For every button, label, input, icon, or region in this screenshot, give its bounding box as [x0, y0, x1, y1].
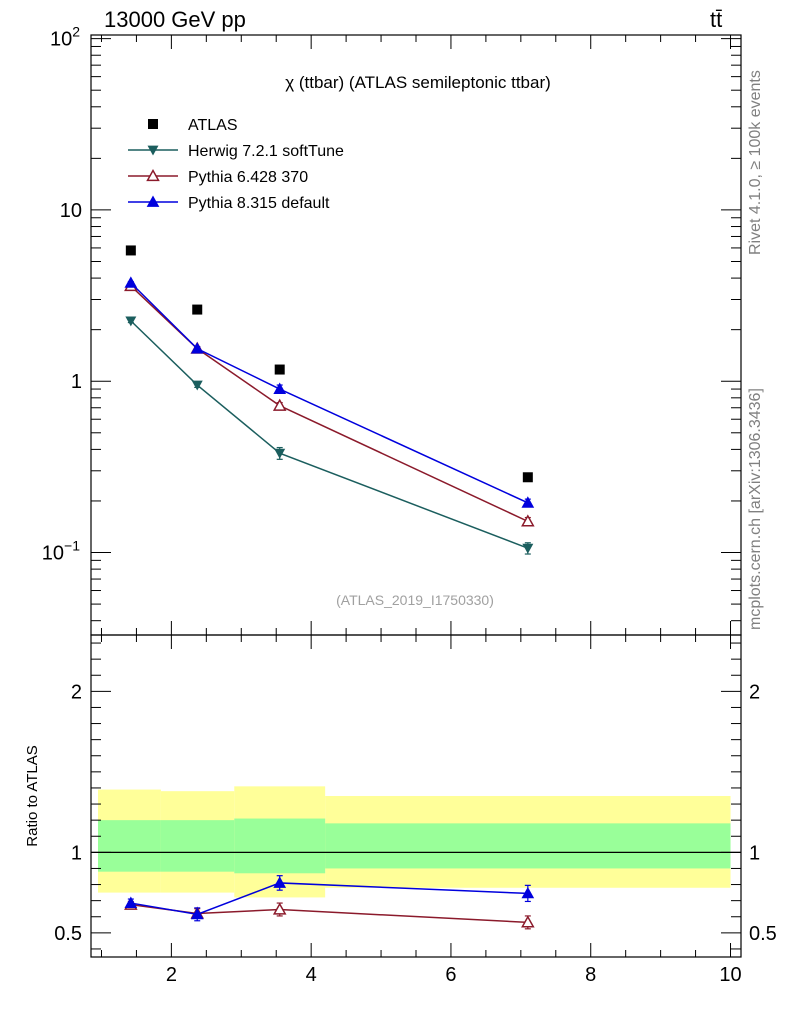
main-pythia-8-315-default-point [190, 342, 204, 354]
source-label: mcplots.cern.ch [arXiv:1306.3436] [747, 388, 764, 630]
tick-exponent: −1 [64, 538, 80, 554]
ratio-frame [90, 634, 742, 958]
ratio-x-tick-label: 6 [445, 964, 456, 986]
main-herwig-7-2-1-softtune-series [125, 316, 534, 555]
ratio-data-layer [124, 875, 535, 930]
main-atlas-point [125, 245, 136, 256]
ratio-x-tick-label: 2 [166, 964, 177, 986]
ratio-pythia-6-428-370-point [272, 902, 287, 915]
main-pythia-6-428-370-line [130, 285, 529, 523]
legend-marker [146, 195, 160, 207]
ratio-pythia-8-315-default-line [130, 882, 528, 916]
ratio-pythia-8-315-default-point [521, 886, 535, 899]
ratio-panel: 2 4 6 8 10 0.5 0.5 1 1 2 2 Ratio to ATLAS [24, 634, 777, 986]
main-atlas-point [192, 304, 203, 315]
ratio-x-tick-label: 10 [719, 964, 741, 986]
legend-label: ATLAS [188, 117, 238, 134]
rivet-version-label: Rivet 4.1.0, ≥ 100k events [747, 70, 764, 255]
main-atlas-point [522, 472, 533, 483]
main-herwig-7-2-1-softtune-point [274, 448, 286, 459]
band-green [160, 820, 235, 872]
main-y-tick-label: 102 [50, 24, 80, 51]
ratio-pythia-8-315-default-point [124, 896, 138, 908]
ratio-axes: 2 4 6 8 10 0.5 0.5 1 1 2 2 [54, 635, 777, 986]
ratio-y-tick-label-right: 2 [749, 681, 760, 703]
main-axes: 10−1 1 10 102 [42, 24, 741, 635]
legend-marker [148, 119, 158, 129]
main-data-layer [124, 245, 535, 555]
main-herwig-7-2-1-softtune-point [191, 380, 203, 391]
process-label: tt̄ [710, 7, 722, 32]
main-pythia-6-428-370-series [124, 278, 535, 527]
ratio-y-tick-label: 1 [71, 842, 82, 864]
main-atlas-series [125, 245, 533, 483]
main-pythia-6-428-370-point [272, 398, 287, 411]
ratio-y-tick-label: 2 [71, 681, 82, 703]
main-pythia-8-315-default-line [130, 282, 529, 504]
ratio-ylabel: Ratio to ATLAS [24, 745, 41, 846]
main-pythia-8-315-default-series [124, 276, 535, 508]
ratio-x-tick-label: 8 [585, 964, 596, 986]
main-pythia-8-315-default-point [273, 382, 287, 394]
band-green [325, 823, 731, 869]
ratio-y-tick-label-right: 1 [749, 842, 760, 864]
ratio-y-tick-label-right: 0.5 [749, 923, 777, 945]
tick-exponent: 2 [72, 24, 80, 40]
main-pythia-8-315-default-point [521, 496, 535, 508]
legend-label: Pythia 8.315 default [188, 195, 330, 212]
legend-label: Pythia 6.428 370 [188, 169, 308, 186]
ratio-pythia-6-428-370-series [124, 897, 535, 930]
main-atlas-point [274, 364, 285, 375]
ratio-y-tick-label: 0.5 [54, 923, 82, 945]
main-pythia-6-428-370-point [521, 514, 535, 527]
legend-label: Herwig 7.2.1 softTune [188, 143, 344, 160]
energy-label: 13000 GeV pp [104, 7, 246, 32]
legend-marker [146, 168, 160, 182]
main-herwig-7-2-1-softtune-point [522, 543, 534, 554]
ratio-pythia-8-315-default-series [124, 875, 535, 922]
analysis-tag: (ATLAS_2019_I1750330) [336, 592, 494, 608]
legend-marker [147, 145, 159, 156]
main-y-tick-label: 10 [60, 200, 82, 222]
main-y-tick-label: 1 [71, 371, 82, 393]
main-pythia-8-315-default-point [124, 276, 138, 288]
main-herwig-7-2-1-softtune-line [130, 320, 529, 549]
main-herwig-7-2-1-softtune-point [125, 316, 137, 327]
band-green [97, 820, 161, 872]
ratio-pythia-6-428-370-point [521, 915, 535, 928]
ratio-x-tick-label: 4 [306, 964, 317, 986]
ratio-pythia-8-315-default-point [273, 876, 287, 888]
main-panel: 10−1 1 10 102 χ (ttbar) (ATLAS semileptonic… [42, 24, 742, 636]
ratio-uncertainty-bands [91, 786, 741, 898]
legend: ATLAS Herwig 7.2.1 softTune Pythia 6.428 3… [128, 117, 344, 212]
main-y-tick-label: 10−1 [42, 538, 80, 565]
chart-title: χ (ttbar) (ATLAS semileptonic ttbar) [285, 73, 551, 92]
band-green [234, 818, 326, 874]
ratio-pythia-8-315-default-point [190, 907, 204, 920]
